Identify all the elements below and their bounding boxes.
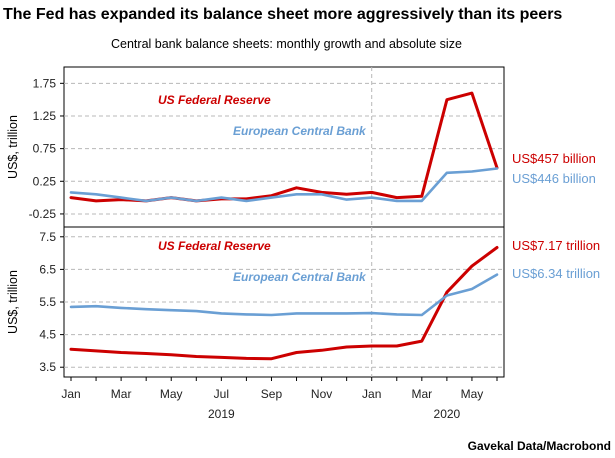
growth-y-axis-label: US$, trillion [6,115,20,179]
growth-y-tick-label: 1.75 [33,76,57,90]
growth-y-tick-label: 1.25 [33,109,57,123]
size-y-tick-label: 3.5 [39,360,56,374]
size-y-tick-label: 5.5 [39,295,56,309]
size-y-tick-label: 4.5 [39,328,56,342]
size-y-tick-label: 6.5 [39,262,56,276]
growth-ecb-line [69,167,499,203]
growth-panel: 1.75 1.25 0.75 0.25 -0.25 US$, trillion US F… [6,66,596,228]
x-year-label: 2020 [434,407,461,421]
growth-fed-label: US Federal Reserve [158,93,271,107]
size-fed-end-label: US$7.17 trillion [512,238,600,253]
size-fed-label: US Federal Reserve [158,239,271,253]
size-ecb-label: European Central Bank [233,270,367,284]
x-tick-label: Jan [61,387,80,401]
size-fed-line [69,246,499,361]
size-ecb-line [69,273,499,317]
x-tick-label: May [160,387,183,401]
x-year-label: 2019 [208,407,235,421]
growth-fed-line [69,91,499,203]
growth-fed-end-label: US$457 billion [512,151,596,166]
growth-ecb-end-label: US$446 billion [512,171,596,186]
source-credit: Gavekal Data/Macrobond [468,439,611,453]
x-tick-label: Jan [362,387,381,401]
growth-panel-frame [63,66,505,228]
growth-y-tick-label: 0.25 [33,174,57,188]
x-tick-label: Mar [411,387,432,401]
chart-subtitle: Central bank balance sheets: monthly gro… [111,37,462,51]
x-axis: Jan Mar May Jul Sep Nov Jan Mar May 2019 2020 [61,377,498,421]
size-ecb-end-label: US$6.34 trillion [512,266,600,281]
growth-ecb-label: European Central Bank [233,124,367,138]
growth-y-tick-label: -0.25 [29,207,57,221]
x-tick-label: Mar [111,387,132,401]
chart-title: The Fed has expanded its balance sheet m… [3,6,562,23]
x-tick-label: May [461,387,484,401]
size-y-tick-label: 7.5 [39,230,56,244]
x-tick-label: Sep [261,387,283,401]
x-tick-label: Nov [311,387,332,401]
growth-y-tick-label: 0.75 [33,142,57,156]
size-y-axis-label: US$, trillion [6,270,20,334]
x-tick-label: Jul [214,387,229,401]
size-panel: 7.5 6.5 5.5 4.5 3.5 US$, trillion US Federal… [6,226,600,378]
